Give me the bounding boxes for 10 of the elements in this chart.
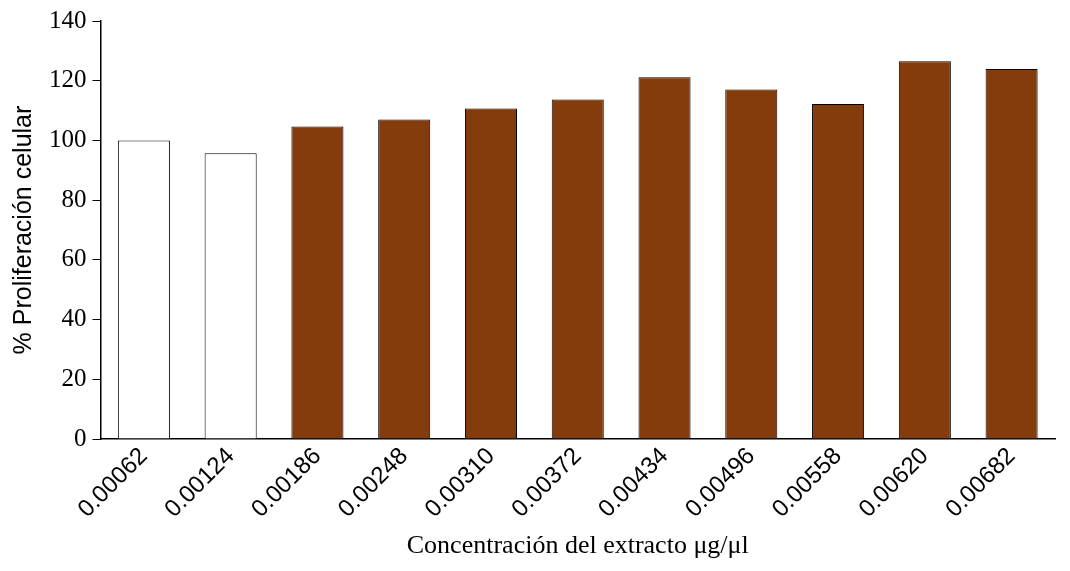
y-tick-label: 80 [61, 184, 87, 212]
y-tick-label: 120 [49, 65, 87, 93]
y-tick-label: 40 [61, 304, 87, 332]
y-tick-label: 140 [49, 5, 87, 33]
y-tick-label: 0 [74, 423, 87, 451]
x-axis-title: Concentración del extracto μg/μl [406, 530, 749, 560]
y-tick-label: 100 [49, 125, 87, 153]
y-axis-title: % Proliferación celular [7, 105, 36, 355]
y-tick-label: 20 [61, 363, 87, 391]
y-tick-label: 60 [61, 244, 87, 272]
